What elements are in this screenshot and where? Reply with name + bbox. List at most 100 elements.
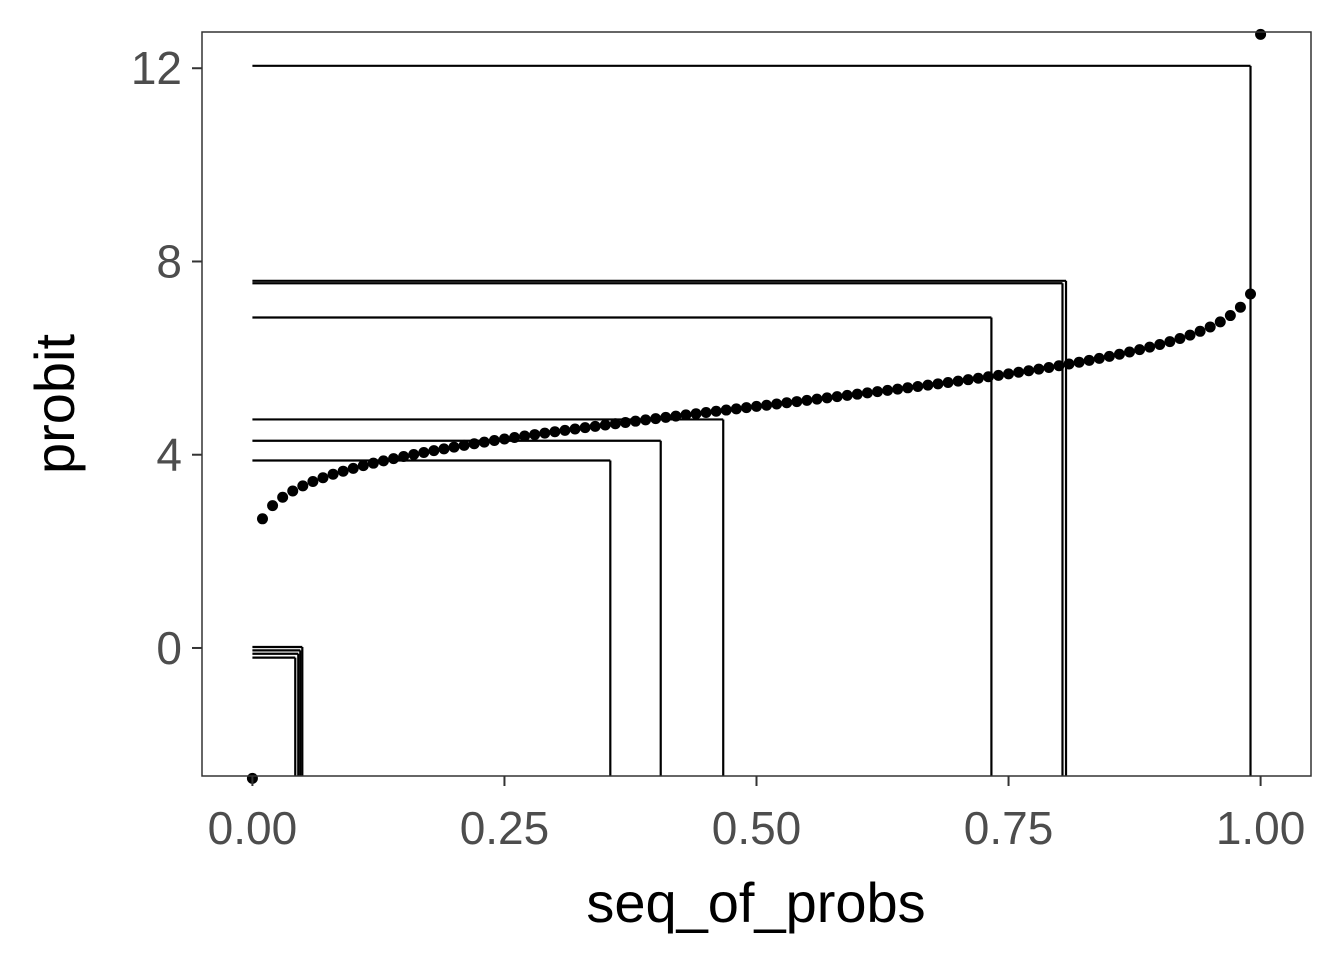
data-point bbox=[851, 388, 863, 400]
data-point bbox=[730, 403, 742, 415]
data-point bbox=[1255, 28, 1267, 40]
data-point bbox=[256, 513, 268, 525]
data-point bbox=[549, 426, 561, 438]
data-point bbox=[1113, 348, 1125, 360]
data-point bbox=[599, 419, 611, 431]
data-point bbox=[1184, 329, 1196, 341]
y-axis-title: probit bbox=[23, 334, 86, 475]
data-point bbox=[720, 404, 732, 416]
data-point bbox=[448, 441, 460, 453]
data-point bbox=[1164, 336, 1176, 348]
data-point bbox=[892, 383, 904, 395]
data-point bbox=[781, 397, 793, 409]
data-point bbox=[569, 423, 581, 435]
data-point bbox=[1073, 356, 1085, 368]
data-point bbox=[982, 371, 994, 383]
data-point bbox=[529, 429, 541, 441]
data-point bbox=[377, 455, 389, 467]
data-point bbox=[1093, 352, 1105, 364]
x-tick-label: 0.00 bbox=[208, 802, 298, 854]
data-point bbox=[630, 415, 642, 427]
x-tick-label: 0.75 bbox=[964, 802, 1054, 854]
data-point bbox=[700, 406, 712, 418]
x-tick-label: 0.50 bbox=[712, 802, 802, 854]
data-point bbox=[1134, 344, 1146, 356]
data-point bbox=[821, 392, 833, 404]
data-point bbox=[488, 435, 500, 447]
data-point bbox=[267, 500, 279, 512]
data-point bbox=[327, 468, 339, 480]
data-point bbox=[801, 394, 813, 406]
x-tick-label: 0.25 bbox=[460, 802, 550, 854]
data-point bbox=[670, 410, 682, 422]
data-point bbox=[932, 378, 944, 390]
data-points bbox=[246, 28, 1267, 784]
data-point bbox=[871, 386, 883, 398]
data-point bbox=[388, 453, 400, 465]
y-tick-label: 4 bbox=[156, 429, 182, 481]
data-point bbox=[912, 380, 924, 392]
data-point bbox=[1033, 363, 1045, 375]
data-point bbox=[952, 375, 964, 387]
data-point bbox=[1063, 358, 1075, 370]
data-point bbox=[619, 416, 631, 428]
data-point bbox=[579, 422, 591, 434]
data-point bbox=[1023, 365, 1035, 377]
data-point bbox=[942, 376, 954, 388]
data-point bbox=[277, 491, 289, 503]
y-tick-label: 12 bbox=[131, 42, 182, 94]
data-point bbox=[1124, 346, 1136, 358]
data-point bbox=[1003, 368, 1015, 380]
data-point bbox=[458, 439, 470, 451]
data-point bbox=[438, 443, 450, 455]
data-point bbox=[297, 480, 309, 492]
data-point bbox=[287, 485, 299, 497]
data-point bbox=[1154, 339, 1166, 351]
x-axis-title: seq_of_probs bbox=[586, 871, 925, 934]
data-point bbox=[1245, 288, 1257, 300]
y-axis-ticks: 0 4 8 12 bbox=[131, 42, 202, 674]
data-point bbox=[347, 462, 359, 474]
x-tick-label: 1.00 bbox=[1216, 802, 1306, 854]
data-point bbox=[317, 472, 329, 484]
data-point bbox=[357, 460, 369, 472]
data-point bbox=[640, 414, 652, 426]
data-point bbox=[690, 408, 702, 420]
data-point bbox=[922, 379, 934, 391]
data-point bbox=[498, 433, 510, 445]
data-point bbox=[962, 374, 974, 386]
data-point bbox=[1214, 316, 1226, 328]
x-axis-ticks: 0.00 0.25 0.50 0.75 1.00 bbox=[208, 776, 1306, 854]
data-point bbox=[559, 424, 571, 436]
data-point bbox=[307, 476, 319, 488]
data-point bbox=[680, 409, 692, 421]
data-point bbox=[660, 411, 672, 423]
data-point bbox=[1013, 366, 1025, 378]
data-point bbox=[902, 382, 914, 394]
data-point bbox=[1194, 325, 1206, 337]
data-point bbox=[740, 402, 752, 414]
y-tick-label: 0 bbox=[156, 622, 182, 674]
data-point bbox=[710, 405, 722, 417]
data-point bbox=[509, 431, 521, 443]
data-point bbox=[831, 391, 843, 403]
data-point bbox=[992, 369, 1004, 381]
data-point bbox=[791, 396, 803, 408]
data-point bbox=[539, 427, 551, 439]
data-point bbox=[1204, 321, 1216, 333]
y-tick-label: 8 bbox=[156, 235, 182, 287]
data-point bbox=[771, 398, 783, 410]
data-point bbox=[418, 447, 430, 459]
data-point bbox=[1103, 350, 1115, 362]
data-point bbox=[1043, 361, 1055, 373]
data-point bbox=[478, 436, 490, 448]
data-point bbox=[1224, 310, 1236, 322]
data-point bbox=[972, 372, 984, 384]
data-point bbox=[609, 418, 621, 430]
data-point bbox=[751, 400, 762, 412]
data-point bbox=[811, 393, 823, 405]
data-point bbox=[337, 465, 349, 477]
data-point bbox=[468, 438, 480, 450]
data-point bbox=[589, 420, 601, 432]
